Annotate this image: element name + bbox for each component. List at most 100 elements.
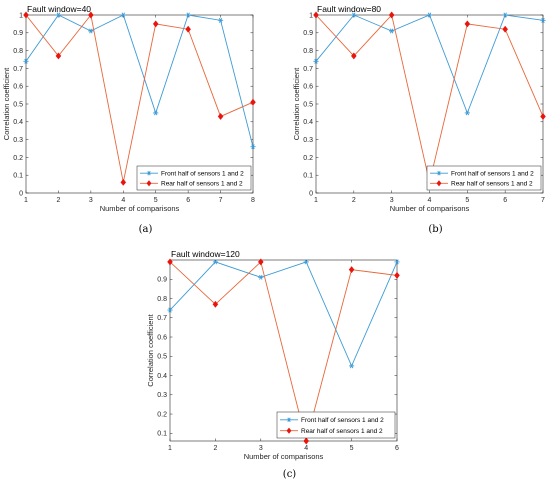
data-point: [464, 20, 471, 28]
series-front-half: [313, 12, 546, 116]
y-tick-label: 0.6: [13, 84, 23, 91]
x-tick-label: 3: [390, 197, 394, 204]
y-tick-label: 0.7: [303, 66, 313, 73]
y-axis-label: Correlation coefficient: [146, 313, 155, 386]
data-point: [88, 11, 94, 19]
data-point: [394, 259, 400, 265]
y-axis-label: Correlation coefficient: [2, 67, 11, 140]
data-point: [426, 12, 433, 18]
chart-panel-1: 1 2 3 4 5 6 7 8 0 0.1 0.2 0.3 0.4 0.5 0.6 0.7 0.8 0.9 1 Num…: [2, 4, 256, 235]
y-tick-label: 0.9: [13, 30, 23, 37]
data-point: [55, 52, 62, 60]
x-tick-label: 4: [428, 197, 432, 204]
x-tick-label: 5: [465, 197, 469, 204]
data-point: [167, 258, 173, 266]
y-tick-label: 0.6: [157, 334, 167, 341]
x-tick-label: 2: [352, 197, 356, 204]
data-point: [185, 25, 191, 33]
series-line: [25, 14, 254, 147]
x-tick-label: 1: [168, 445, 172, 452]
y-tick-label: 0.7: [157, 315, 167, 322]
legend: Front half of sensors 1 and 2 Rear half o…: [136, 165, 252, 191]
panel-caption: (c): [283, 469, 297, 480]
legend-box: [136, 165, 252, 191]
y-tick-label: 0.6: [303, 84, 313, 91]
data-point: [185, 12, 191, 18]
y-tick-label: 0.2: [157, 411, 167, 418]
series-line: [315, 14, 544, 115]
data-point: [464, 110, 470, 116]
data-point: [217, 17, 224, 23]
legend-entry-label: Rear half of sensors 1 and 2: [301, 428, 383, 435]
data-point: [250, 144, 256, 150]
x-tick-label: 5: [154, 197, 158, 204]
legend: Front half of sensors 1 and 2 Rear half o…: [276, 411, 396, 439]
plot-area: [169, 259, 398, 442]
y-tick-label: 0: [309, 190, 313, 197]
y-tick-label: 0.1: [157, 431, 167, 438]
data-point: [23, 11, 29, 19]
x-tick-label: 1: [314, 197, 318, 204]
y-tick-label: 0: [19, 190, 23, 197]
y-tick-label: 0.3: [157, 392, 167, 399]
data-point: [152, 20, 159, 28]
data-point: [120, 178, 127, 186]
y-tick-label: 0.2: [13, 155, 23, 162]
data-point: [257, 258, 264, 266]
x-axis-label: Number of comparisons: [390, 204, 470, 213]
y-tick-label: 1: [309, 12, 313, 19]
x-axis-label: Number of comparisons: [100, 204, 180, 213]
y-tick-label: 0.5: [157, 354, 167, 361]
x-tick-label: 6: [503, 197, 507, 204]
y-tick-label: 0.9: [303, 30, 313, 37]
series-line: [315, 14, 544, 183]
chart-title: Fault window=40: [27, 4, 91, 14]
data-point: [313, 58, 319, 64]
data-point: [167, 307, 173, 313]
chart-panel-2: 1 2 3 4 5 6 7 0 0.1 0.2 0.3 0.4 0.5 0.6 0.7 0.8 0.9 1 Numb…: [292, 4, 546, 235]
data-point: [388, 11, 395, 19]
y-tick-label: 0.5: [303, 101, 313, 108]
data-point: [313, 11, 319, 19]
legend-entry-label: Rear half of sensors 1 and 2: [161, 180, 243, 187]
y-tick-label: 0.9: [157, 277, 167, 284]
data-point: [540, 17, 546, 23]
y-tick-label: 0.8: [303, 48, 313, 55]
x-tick-label: 2: [56, 197, 60, 204]
data-point: [88, 28, 94, 34]
x-tick-label: 5: [350, 445, 354, 452]
data-point: [303, 437, 310, 445]
data-point: [348, 266, 355, 274]
y-tick-label: 0.1: [303, 173, 313, 180]
legend-entry-label: Rear half of sensors 1 and 2: [451, 180, 533, 187]
data-point: [153, 110, 159, 116]
data-point: [212, 300, 219, 308]
x-tick-label: 7: [219, 197, 223, 204]
x-tick-label: 7: [541, 197, 545, 204]
data-point: [258, 274, 264, 280]
x-tick-label: 6: [186, 197, 190, 204]
data-point: [502, 12, 508, 18]
x-tick-label: 2: [213, 445, 217, 452]
data-point: [349, 363, 355, 369]
series-front-half: [167, 259, 400, 369]
data-point: [303, 259, 309, 265]
legend-marker-diamond: [436, 180, 442, 187]
y-tick-label: 0.2: [303, 155, 313, 162]
legend-marker-star: [146, 170, 152, 176]
data-point: [23, 58, 29, 64]
legend-marker-star: [436, 170, 442, 176]
data-point: [394, 271, 400, 279]
panel-caption: (a): [139, 224, 153, 235]
data-point: [55, 12, 62, 18]
y-tick-label: 1: [19, 12, 23, 19]
data-point: [120, 12, 126, 18]
legend-marker-star: [286, 417, 292, 423]
x-axis-label: Number of comparisons: [244, 452, 324, 461]
y-tick-label: 0.4: [157, 373, 167, 380]
chart-panel-3: 1 2 3 4 5 6 0.1 0.2 0.3 0.4 0.5 0.6 0.7 0.8 0.9 Number …: [146, 249, 400, 480]
legend-marker-diamond: [286, 427, 292, 434]
legend: Front half of sensors 1 and 2 Rear half o…: [426, 165, 542, 191]
series-line: [169, 261, 398, 368]
